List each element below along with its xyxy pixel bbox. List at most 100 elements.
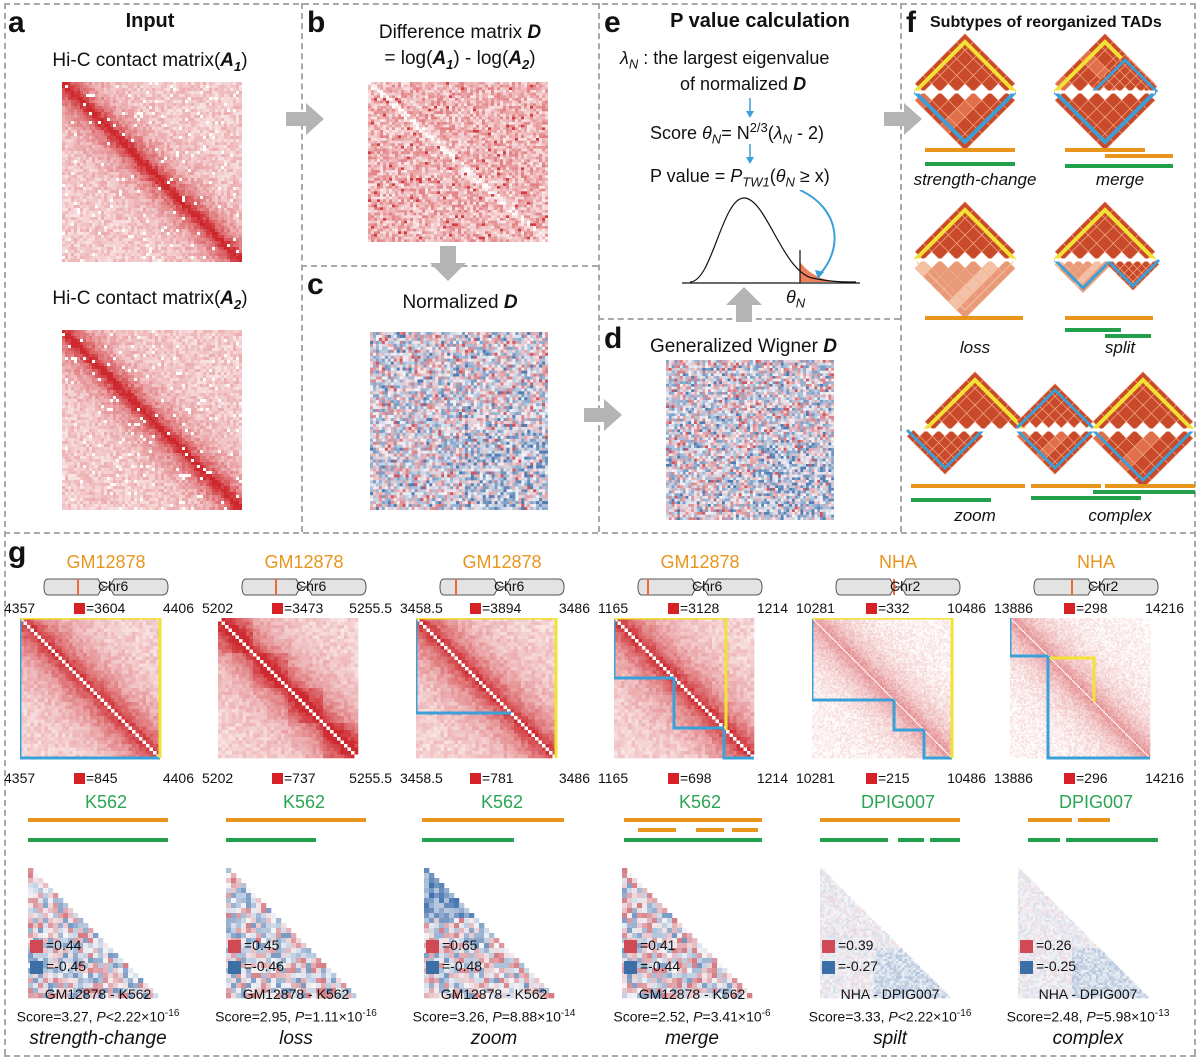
region-end-bottom: 4406 — [144, 770, 194, 786]
hic-comparison-matrix — [218, 618, 359, 759]
tad-bar-green — [422, 838, 514, 842]
legend-swatch-negative — [1020, 961, 1033, 974]
comparison-label: GM12878 - K562 — [406, 986, 582, 1002]
tad-bar-orange — [28, 818, 168, 822]
panel-label-g: g — [8, 538, 26, 568]
comparison-label: GM12878 - K562 — [604, 986, 780, 1002]
tad-boundary-blue — [812, 618, 894, 702]
comparison-label: NHA - DPIG007 — [1000, 986, 1176, 1002]
tad-bar-green — [226, 838, 316, 842]
tad-bar-green — [820, 838, 888, 842]
tracy-widom-distribution — [682, 190, 860, 284]
legend-swatch-positive — [1020, 940, 1033, 953]
legend-value-negative: =-0.45 — [46, 958, 86, 974]
arrow-c-to-d — [584, 399, 622, 431]
region-end-top: 1214 — [738, 600, 788, 616]
contact-count-bottom: =737 — [272, 770, 316, 786]
subtype-name: spilt — [802, 1028, 978, 1050]
panel-a-title: Input — [100, 10, 200, 33]
tad-boundary-yellow — [614, 618, 728, 730]
tad-boundary-blue — [614, 618, 674, 680]
legend-value-positive: =0.39 — [838, 937, 873, 953]
chromosome-label: Chr6 — [296, 578, 326, 594]
panel-a-matrix2-label: Hi-C contact matrix(A2) — [20, 288, 280, 312]
difference-triangle — [622, 868, 753, 999]
region-end-bottom: 1214 — [738, 770, 788, 786]
region-end-bottom: 10486 — [936, 770, 986, 786]
region-end-top: 5255.5 — [342, 600, 392, 616]
chromosome-label: Chr6 — [98, 578, 128, 594]
hic-matrix-a1 — [62, 82, 242, 262]
contact-count-top: =3128 — [668, 600, 719, 616]
legend-swatch-negative — [228, 961, 241, 974]
legend-swatch-negative — [30, 961, 43, 974]
region-start-bottom: 3458.5 — [400, 770, 443, 786]
eigenvalue-def-line2: of normalized D — [680, 74, 806, 95]
legend-swatch-positive — [822, 940, 835, 953]
legend-swatch-positive — [426, 940, 439, 953]
legend-value-positive: =0.26 — [1036, 937, 1071, 953]
region-start-bottom: 13886 — [994, 770, 1033, 786]
legend-value-negative: =-0.46 — [244, 958, 284, 974]
region-start-bottom: 10281 — [796, 770, 835, 786]
region-start-top: 3458.5 — [400, 600, 443, 616]
cell-line-top: GM12878 — [216, 552, 392, 573]
tad-bar-green — [898, 838, 924, 842]
subtype-label-complex: complex — [1050, 506, 1190, 526]
legend-value-positive: =0.41 — [640, 937, 675, 953]
region-start-top: 4357 — [4, 600, 35, 616]
cell-line-bottom: DPIG007 — [810, 792, 986, 813]
score-pvalue: Score=2.52, P=3.41×10-6 — [604, 1008, 780, 1025]
region-start-bottom: 5202 — [202, 770, 233, 786]
tad-boundary-blue — [1046, 656, 1150, 760]
pvalue-formula: P value = PTW1(θN ≥ x) — [650, 166, 830, 190]
chromosome-ideogram — [439, 578, 565, 596]
region-end-bottom: 5255.5 — [342, 770, 392, 786]
tad-bar-green — [1066, 838, 1158, 842]
cell-line-bottom: K562 — [612, 792, 788, 813]
panel-e-title: P value calculation — [630, 10, 890, 33]
legend-swatch-negative — [426, 961, 439, 974]
score-pvalue: Score=2.95, P=1.11×10-16 — [208, 1008, 384, 1025]
legend-value-positive: =0.45 — [244, 937, 279, 953]
chromosome-ideogram — [241, 578, 367, 596]
frame-top — [4, 3, 1196, 5]
subtype-name: strength-change — [10, 1028, 186, 1050]
tad-boundary-blue — [416, 618, 511, 715]
tad-bar-orange — [624, 818, 762, 822]
chromosome-ideogram — [43, 578, 169, 596]
tad-boundary-yellow — [812, 618, 954, 758]
arrow-to-score — [746, 98, 754, 118]
region-end-top: 14216 — [1134, 600, 1184, 616]
tad-bar-green — [28, 838, 168, 842]
difference-triangle — [28, 868, 159, 999]
panel-f-title: Subtypes of reorganized TADs — [930, 14, 1162, 32]
legend-swatch-positive — [624, 940, 637, 953]
tad-boundary-blue — [672, 678, 724, 730]
frame-mid — [4, 532, 1196, 534]
cell-line-top: GM12878 — [612, 552, 788, 573]
contact-count-bottom: =845 — [74, 770, 118, 786]
contact-count-top: =298 — [1064, 600, 1108, 616]
cell-line-bottom: K562 — [18, 792, 194, 813]
tad-boundary-yellow — [1050, 656, 1096, 702]
legend-value-negative: =-0.27 — [838, 958, 878, 974]
hic-comparison-matrix — [614, 618, 755, 760]
tad-boundary-yellow — [20, 618, 162, 758]
hic-comparison-matrix — [812, 618, 954, 760]
divider-ef — [900, 3, 902, 532]
contact-count-bottom: =215 — [866, 770, 910, 786]
cell-line-top: NHA — [810, 552, 986, 573]
legend-value-positive: =0.44 — [46, 937, 81, 953]
region-end-bottom: 14216 — [1134, 770, 1184, 786]
theta-axis-label: θN — [786, 287, 805, 311]
region-start-bottom: 1165 — [598, 770, 628, 786]
frame-left — [4, 3, 6, 1055]
region-end-top: 10486 — [936, 600, 986, 616]
panel-d-title: Generalized Wigner D — [650, 336, 837, 358]
cell-line-bottom: K562 — [216, 792, 392, 813]
contact-count-top: =332 — [866, 600, 910, 616]
difference-matrix — [368, 82, 548, 242]
comparison-label: GM12878 - K562 — [10, 986, 186, 1002]
subtype-label-strength-change: strength-change — [905, 170, 1045, 190]
